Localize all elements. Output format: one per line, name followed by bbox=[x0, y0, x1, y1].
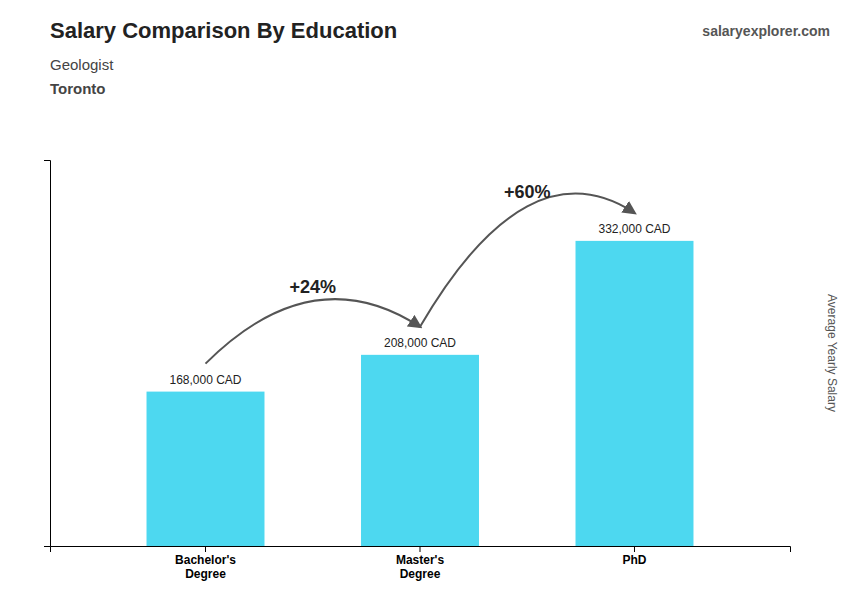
y-axis-title: Average Yearly Salary bbox=[825, 294, 839, 412]
subtitle: Toronto bbox=[50, 80, 106, 97]
x-tick-label: PhD bbox=[622, 553, 646, 567]
bar bbox=[576, 241, 694, 546]
change-arrow bbox=[420, 194, 634, 327]
bars bbox=[147, 241, 694, 546]
x-tick-mark bbox=[634, 546, 635, 552]
x-tick-label: Master'sDegree bbox=[396, 553, 445, 581]
data-label: 208,000 CAD bbox=[384, 336, 456, 350]
watermark: salaryexplorer.com bbox=[702, 23, 830, 39]
change-arrow bbox=[206, 299, 420, 363]
data-label: 168,000 CAD bbox=[169, 373, 241, 387]
y-axis-line bbox=[44, 161, 51, 547]
plot: Bachelor'sDegree Master'sDegree PhD 168,000… bbox=[44, 161, 791, 581]
x-tick: PhD bbox=[622, 546, 646, 567]
y-axis bbox=[44, 161, 51, 547]
data-label: 332,000 CAD bbox=[598, 222, 670, 236]
x-tick-mark bbox=[420, 546, 421, 552]
x-tick: Master'sDegree bbox=[396, 546, 445, 581]
subtitle: Geologist bbox=[50, 56, 114, 73]
bar bbox=[147, 392, 265, 546]
x-axis: Bachelor'sDegree Master'sDegree PhD bbox=[51, 546, 791, 581]
chart: Salary Comparison By Education Geologist T… bbox=[0, 0, 850, 606]
x-tick: Bachelor'sDegree bbox=[175, 546, 236, 581]
x-tick-mark bbox=[205, 546, 206, 552]
change-label: +60% bbox=[504, 182, 551, 202]
x-axis-line bbox=[51, 547, 791, 553]
title: Salary Comparison By Education bbox=[50, 18, 397, 43]
x-tick-label: Bachelor'sDegree bbox=[175, 553, 236, 581]
change-label: +24% bbox=[289, 277, 336, 297]
bar bbox=[361, 355, 479, 546]
